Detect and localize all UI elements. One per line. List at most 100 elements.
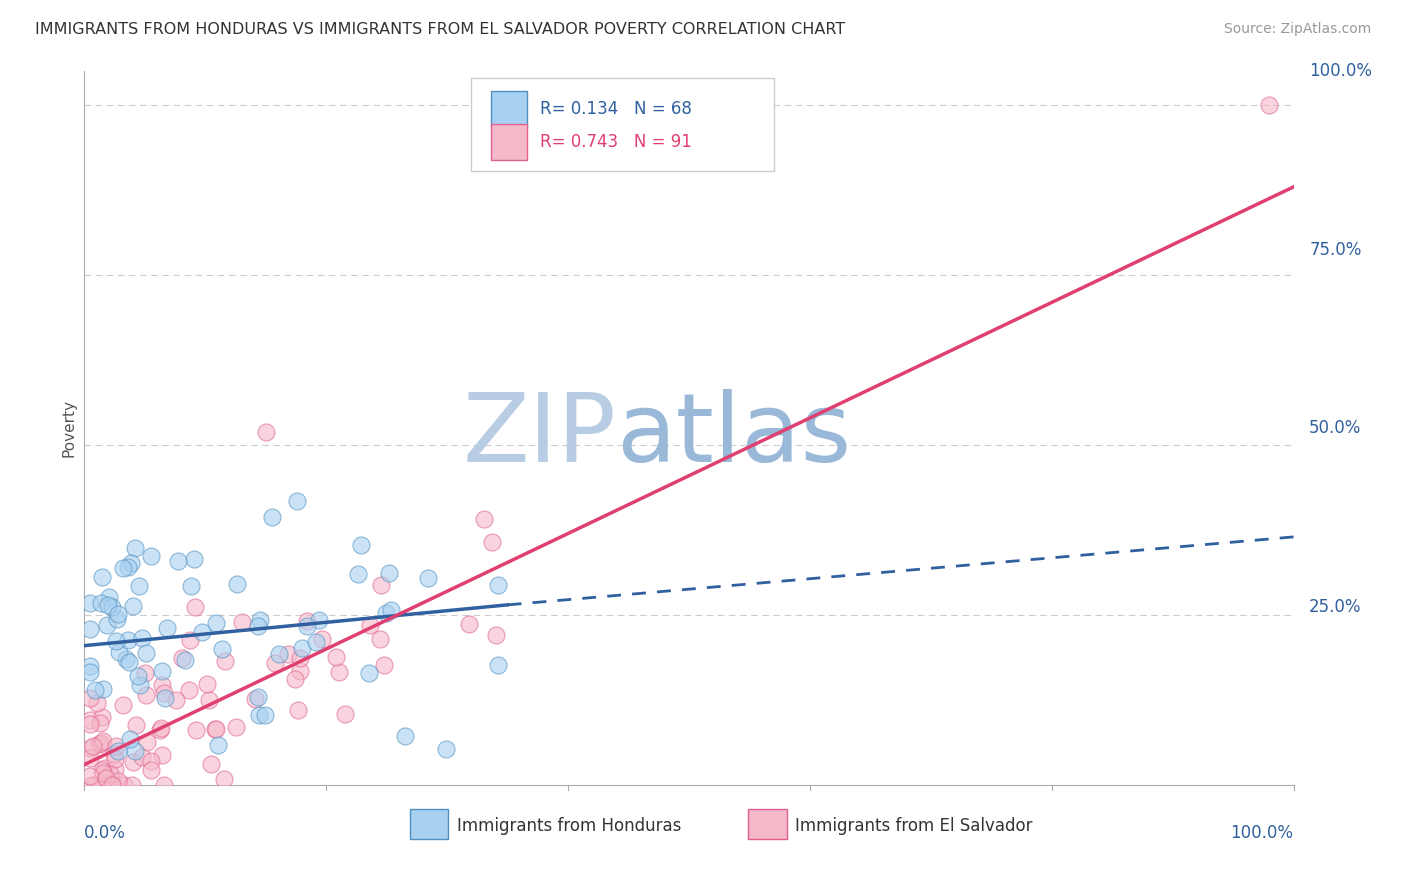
Point xyxy=(247,690,270,705)
Point xyxy=(183,551,205,566)
Point xyxy=(111,561,134,575)
Point xyxy=(264,656,287,670)
Point xyxy=(91,765,114,780)
Point xyxy=(212,772,235,786)
Point xyxy=(277,647,299,661)
Point xyxy=(288,651,311,665)
Point xyxy=(357,666,380,681)
Text: atlas: atlas xyxy=(616,389,852,482)
Point xyxy=(124,541,146,555)
Text: 25.0%: 25.0% xyxy=(1309,598,1362,615)
Point xyxy=(117,560,139,574)
Point xyxy=(97,599,120,613)
Point xyxy=(79,665,101,679)
Point xyxy=(200,756,222,771)
Point xyxy=(486,657,509,672)
Point xyxy=(260,510,283,524)
Text: Immigrants from Honduras: Immigrants from Honduras xyxy=(457,817,681,835)
Point xyxy=(284,673,307,687)
Point xyxy=(152,778,174,792)
Point xyxy=(246,618,269,632)
Point xyxy=(333,706,356,721)
Point xyxy=(207,739,229,753)
Text: 0.0%: 0.0% xyxy=(84,824,127,842)
Point xyxy=(165,692,187,706)
Point xyxy=(481,535,503,549)
Point xyxy=(127,669,149,683)
Point xyxy=(416,571,439,585)
Point xyxy=(486,578,509,592)
Point xyxy=(205,722,228,736)
Point xyxy=(79,717,101,731)
Point xyxy=(1258,98,1281,112)
Point xyxy=(205,616,228,631)
Point xyxy=(204,722,226,736)
Point xyxy=(122,756,145,770)
Point xyxy=(104,634,127,648)
Text: Immigrants from El Salvador: Immigrants from El Salvador xyxy=(796,817,1033,835)
Point xyxy=(325,649,347,664)
Point xyxy=(150,664,173,678)
Point xyxy=(96,618,118,632)
Point xyxy=(107,612,129,626)
Point xyxy=(87,737,110,751)
Point xyxy=(79,741,101,756)
Point xyxy=(195,676,218,690)
Point xyxy=(98,590,121,604)
Point xyxy=(150,747,173,762)
Text: 100.0%: 100.0% xyxy=(1309,62,1372,80)
Point xyxy=(370,578,392,592)
Point xyxy=(131,631,153,645)
Point xyxy=(79,769,101,783)
Text: 75.0%: 75.0% xyxy=(1309,241,1361,259)
Point xyxy=(107,607,129,621)
Point xyxy=(90,736,112,750)
Point xyxy=(91,734,114,748)
FancyBboxPatch shape xyxy=(471,78,773,171)
Point xyxy=(79,622,101,636)
Point xyxy=(86,696,108,710)
Text: ZIP: ZIP xyxy=(463,389,616,482)
Point xyxy=(350,538,373,552)
Point xyxy=(90,570,112,584)
Point xyxy=(305,634,328,648)
Point xyxy=(103,778,125,792)
Point xyxy=(291,640,314,655)
Point xyxy=(118,655,141,669)
Point xyxy=(198,693,221,707)
Point xyxy=(141,754,163,768)
Point xyxy=(211,642,233,657)
Point xyxy=(104,739,127,753)
Point xyxy=(90,596,112,610)
Point xyxy=(328,665,350,680)
Point xyxy=(297,619,319,633)
Point xyxy=(166,554,188,568)
Point xyxy=(135,646,157,660)
Point xyxy=(79,596,101,610)
Point xyxy=(101,778,124,792)
Point xyxy=(231,615,253,630)
Text: IMMIGRANTS FROM HONDURAS VS IMMIGRANTS FROM EL SALVADOR POVERTY CORRELATION CHAR: IMMIGRANTS FROM HONDURAS VS IMMIGRANTS F… xyxy=(35,22,845,37)
Point xyxy=(377,566,399,581)
Point xyxy=(120,731,142,746)
Point xyxy=(184,600,207,615)
Point xyxy=(288,664,311,678)
Point xyxy=(134,665,156,680)
Point xyxy=(104,763,127,777)
Point xyxy=(84,778,107,792)
Point xyxy=(139,549,162,563)
Point xyxy=(373,657,395,672)
Point xyxy=(94,772,117,786)
Point xyxy=(103,747,125,761)
Point xyxy=(380,603,402,617)
Point xyxy=(267,648,290,662)
Text: R= 0.743   N = 91: R= 0.743 N = 91 xyxy=(540,133,692,151)
Point xyxy=(135,689,157,703)
Point xyxy=(82,778,104,792)
Point xyxy=(125,718,148,732)
Point xyxy=(177,682,200,697)
Point xyxy=(179,633,201,648)
Point xyxy=(129,678,152,692)
Point xyxy=(170,650,193,665)
Point xyxy=(131,750,153,764)
